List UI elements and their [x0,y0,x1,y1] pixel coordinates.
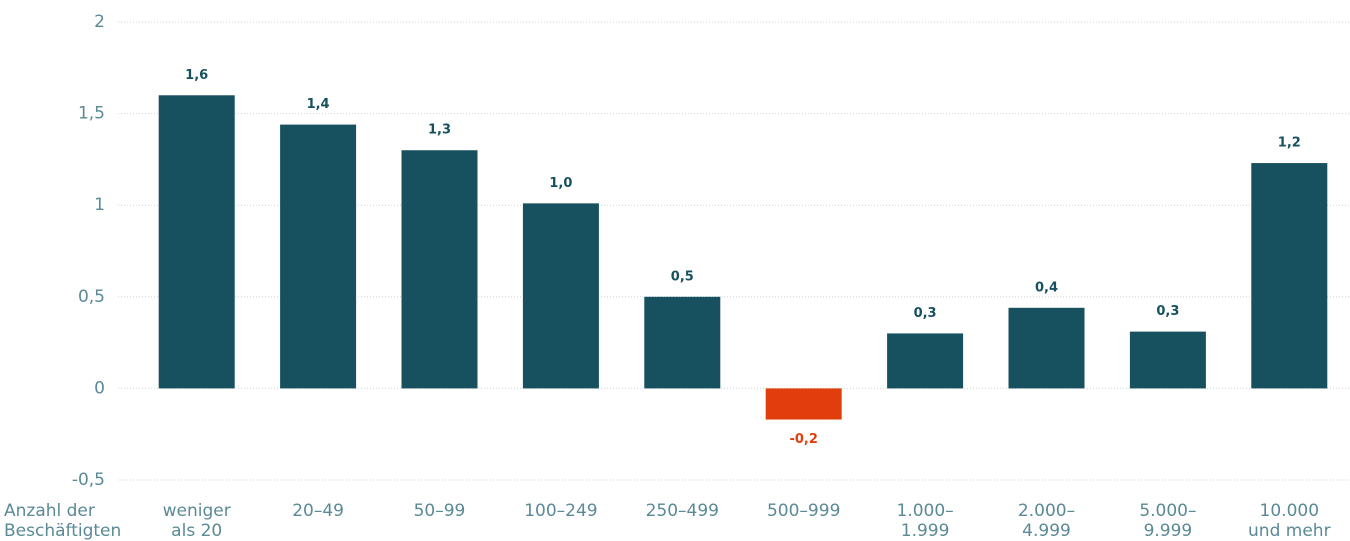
bar [522,203,599,389]
value-label: 0,5 [671,269,694,284]
y-tick-label: 0,5 [78,287,105,307]
bar [887,333,964,389]
value-label: 0,3 [914,306,937,321]
y-tick-label: -0,5 [72,470,105,490]
bar [158,95,235,389]
y-tick-label: 0 [94,378,105,398]
bar [644,296,721,389]
x-tick-label: 250–499 [646,501,719,521]
x-tick-label: 50–99 [414,501,466,521]
x-tick-label: weniger als 20 [163,501,231,541]
y-tick-label: 1,5 [78,104,105,124]
x-tick-label: 500–999 [767,501,840,521]
y-tick-label: 1 [94,195,105,215]
bar [401,150,478,389]
x-axis-label: Anzahl der Beschäftigten [4,501,121,541]
value-label: 1,3 [428,123,451,138]
value-label: 1,4 [307,97,330,112]
x-tick-label: 100–249 [524,501,597,521]
value-label: -0,2 [789,432,817,447]
value-label: 0,4 [1035,280,1058,295]
x-tick-label: 10.000 und mehr [1248,501,1331,541]
value-label: 1,6 [185,68,208,83]
bar [1251,163,1328,389]
bar [765,388,842,420]
x-tick-label: 5.000– 9.999 [1139,501,1196,541]
value-label: 0,3 [1156,304,1179,319]
x-tick-label: 2.000– 4.999 [1018,501,1075,541]
bar [280,124,357,389]
value-label: 1,0 [549,176,572,191]
bar [1008,307,1085,389]
y-tick-label: 2 [94,12,105,32]
value-label: 1,2 [1278,136,1301,151]
x-tick-label: 20–49 [292,501,344,521]
x-tick-label: 1.000– 1.999 [897,501,954,541]
bar [1129,331,1206,389]
